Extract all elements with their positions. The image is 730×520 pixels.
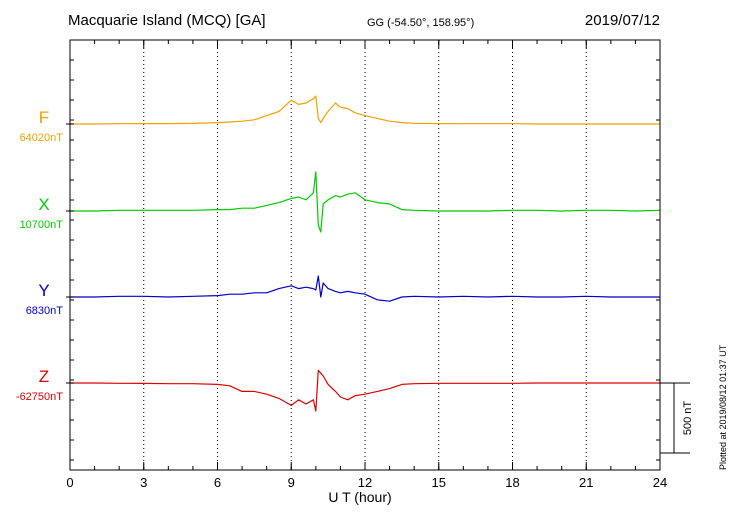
- station-coordinates: GG (-54.50°, 158.95°): [367, 17, 475, 29]
- x-tick-label: 6: [214, 475, 221, 490]
- plot-date: 2019/07/12: [584, 12, 660, 29]
- trace-z: [70, 369, 660, 412]
- baseline-label-y: 6830nT: [26, 305, 64, 317]
- axis-ticks: 0 3 6 9 12 15 18 21 24: [66, 40, 667, 490]
- scale-bar: 500 nT: [660, 382, 694, 454]
- x-tick-label: 21: [579, 475, 593, 490]
- page-title: Macquarie Island (MCQ) [GA]: [68, 12, 266, 29]
- series-label-x: X: [38, 195, 49, 214]
- series-label-f: F: [39, 108, 49, 127]
- baseline-label-x: 10700nT: [20, 219, 64, 231]
- x-tick-label: 3: [140, 475, 147, 490]
- x-tick-label: 15: [432, 475, 446, 490]
- plot-timestamp: Plotted at 2019/08/12 01:37 UT: [718, 344, 728, 470]
- data-traces: F 64020nT X 10700nT Y 6830nT Z -62750nT: [16, 95, 661, 412]
- baseline-label-z: -62750nT: [16, 391, 63, 403]
- x-tick-label: 9: [288, 475, 295, 490]
- x-tick-label: 12: [358, 475, 372, 490]
- grid-lines: [143, 40, 587, 470]
- series-label-y: Y: [38, 281, 49, 300]
- scale-bar-label: 500 nT: [682, 401, 694, 436]
- x-tick-label: 24: [653, 475, 667, 490]
- trace-x: [70, 171, 661, 233]
- x-tick-label: 0: [66, 475, 73, 490]
- trace-f: [70, 95, 660, 125]
- baseline-label-f: 64020nT: [20, 132, 64, 144]
- series-label-z: Z: [39, 367, 49, 386]
- x-axis-title: U T (hour): [328, 489, 392, 505]
- trace-y: [70, 275, 660, 302]
- x-tick-label: 18: [505, 475, 519, 490]
